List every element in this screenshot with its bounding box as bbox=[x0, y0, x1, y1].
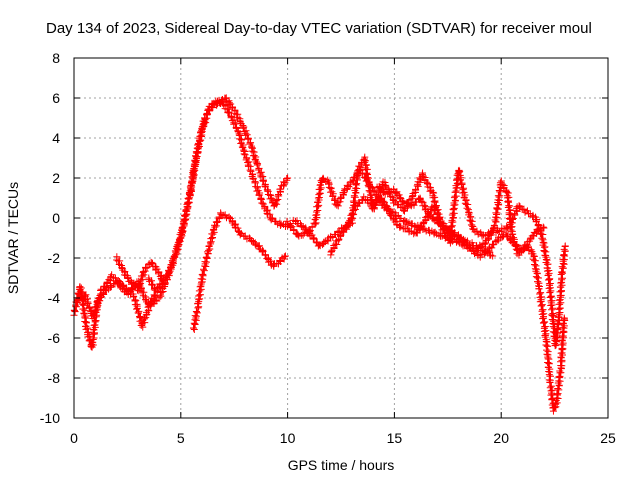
y-tick-label: 6 bbox=[52, 90, 60, 106]
data-markers bbox=[189, 209, 289, 334]
data-markers bbox=[283, 166, 548, 261]
series-trace-c bbox=[189, 209, 289, 334]
y-axis-label: SDTVAR / TECUs bbox=[5, 182, 21, 294]
axis-ticks: 0 5 10 15 20 25 -10 -8 -6 -4 -2 0 2 4 6 8 bbox=[40, 50, 616, 446]
x-tick-label: 25 bbox=[600, 430, 616, 446]
x-tick-label: 5 bbox=[177, 430, 185, 446]
series-trace-h bbox=[327, 193, 497, 260]
y-tick-label: 2 bbox=[52, 170, 60, 186]
data-markers bbox=[327, 193, 497, 260]
x-axis-label: GPS time / hours bbox=[288, 457, 395, 473]
y-tick-label: 4 bbox=[52, 130, 60, 146]
x-tick-label: 10 bbox=[280, 430, 296, 446]
x-tick-label: 0 bbox=[70, 430, 78, 446]
y-tick-label: -8 bbox=[48, 370, 61, 386]
x-tick-label: 15 bbox=[387, 430, 403, 446]
plot-area bbox=[70, 94, 569, 415]
chart-title: Day 134 of 2023, Sidereal Day-to-day VTE… bbox=[46, 20, 592, 37]
series-trace-e bbox=[283, 166, 548, 261]
y-tick-label: -10 bbox=[40, 410, 60, 426]
series-trace-d bbox=[113, 253, 168, 295]
x-tick-label: 20 bbox=[493, 430, 509, 446]
y-tick-label: 8 bbox=[52, 50, 60, 66]
y-tick-label: -4 bbox=[48, 290, 61, 306]
data-markers bbox=[113, 253, 168, 295]
data-markers bbox=[73, 94, 292, 331]
plot-frame bbox=[73, 57, 609, 419]
y-tick-label: -2 bbox=[48, 250, 61, 266]
y-tick-label: 0 bbox=[52, 210, 60, 226]
y-tick-label: -6 bbox=[48, 330, 61, 346]
series-trace-b bbox=[73, 94, 292, 331]
